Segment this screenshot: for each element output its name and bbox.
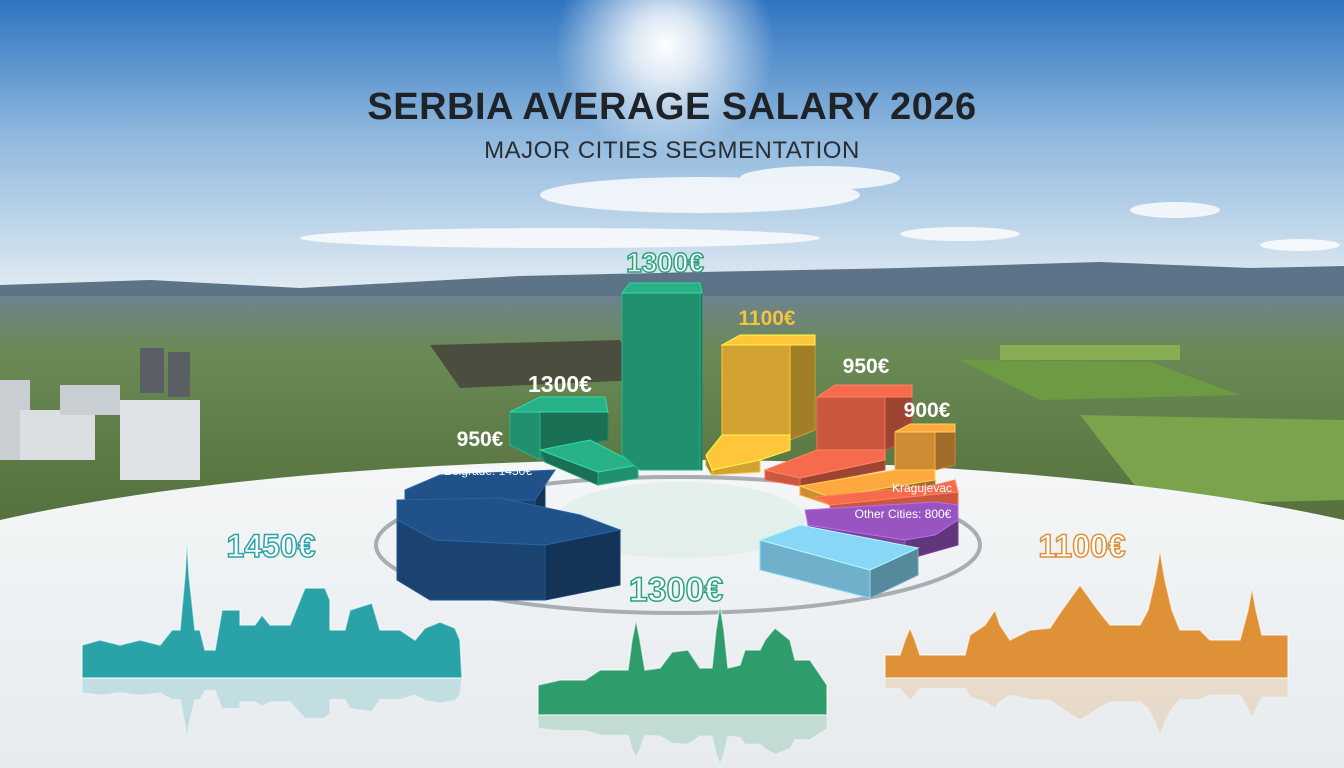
label-green-left: 1300€ (528, 371, 592, 397)
skylines (81, 539, 1289, 767)
segment-top (798, 469, 936, 498)
skyline-left-reflection (81, 677, 463, 741)
chart-segment-segment-2 (620, 282, 703, 471)
chart-ring (374, 475, 982, 615)
segment-top (763, 449, 886, 479)
chart-segment-segment-1 (538, 439, 640, 486)
segment-side (789, 334, 816, 441)
segment-top (509, 396, 609, 413)
segment-top (720, 334, 816, 346)
page-subtitle: MAJOR CITIES SEGMENTATION (484, 137, 860, 164)
segment-front (816, 396, 886, 451)
segment-top (758, 524, 920, 571)
segment-top (396, 497, 622, 546)
label-skyline-right: 1100€ (1038, 528, 1125, 564)
segment-top (813, 479, 959, 506)
sun (555, 0, 775, 155)
skyline-center-reflection (537, 714, 828, 767)
label-red: 950€ (843, 355, 890, 378)
segment-top (804, 501, 959, 541)
label-belgrade: Belgrade: 1450€ (444, 464, 532, 478)
segment-top (815, 384, 913, 398)
label-skyline-left: 1450€ (227, 528, 316, 564)
chart-segment-segment-4 (763, 449, 886, 487)
label-kragujevac: Kragujevac (892, 481, 952, 495)
skyline-center (537, 604, 828, 716)
segment-front (721, 344, 791, 436)
page-title: SERBIA AVERAGE SALARY 2026 (367, 86, 977, 128)
chart-segment-belgrade (396, 497, 622, 601)
segment-top (894, 423, 956, 433)
skyline-right (884, 549, 1289, 679)
segment-top (705, 434, 791, 471)
city-buildings (0, 348, 200, 480)
fields (430, 340, 1344, 505)
segment-front (621, 292, 701, 471)
chart-labels: 1300€ 1100€ 950€ 900€ 1300€ 950€ Belgrad… (226, 246, 1127, 610)
chart-segment-segment-8 (758, 524, 920, 599)
label-other-cities: Other Cities: 800€ (855, 507, 952, 521)
segment-front (894, 431, 936, 471)
label-orange: 900€ (904, 399, 951, 422)
label-top-center: 1300€ (626, 247, 704, 278)
chart-segment-segment-3 (720, 334, 816, 441)
chart-blocks (396, 282, 959, 601)
chart-segment-segment-4 (815, 384, 913, 451)
label-yellow: 1100€ (738, 307, 796, 330)
skyline-right-reflection (884, 677, 1289, 738)
label-navy-top: 950€ (457, 428, 504, 451)
segment-top (620, 282, 703, 294)
skyline-left (81, 539, 463, 679)
chart-segment-segment-5 (894, 423, 956, 471)
label-bottom-center: 1300€ (629, 571, 724, 609)
clouds (300, 166, 1340, 251)
chart-segment-segment-3 (705, 434, 791, 477)
